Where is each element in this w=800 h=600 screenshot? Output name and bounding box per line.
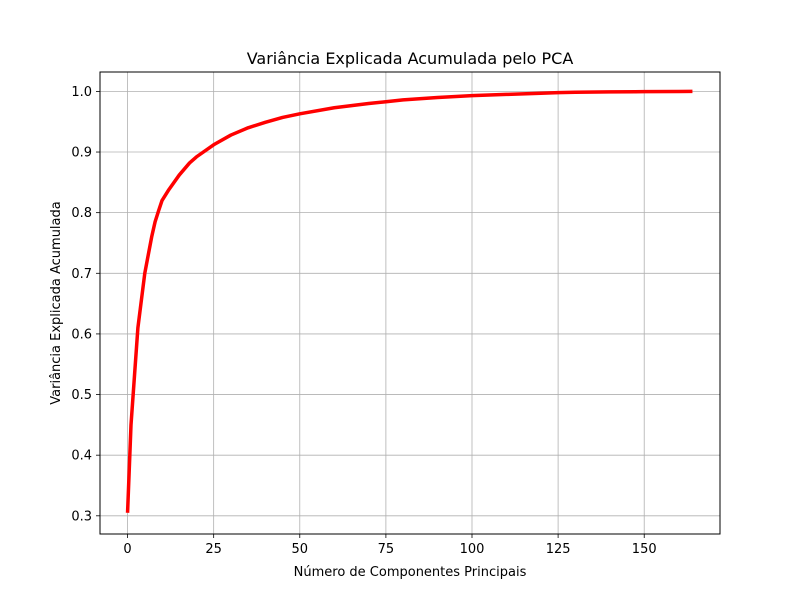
x-tick-label: 150 (632, 542, 657, 557)
grid-lines (100, 72, 720, 534)
y-tick-label: 0.6 (71, 327, 92, 342)
y-axis-label: Variância Explicada Acumulada (49, 201, 64, 404)
y-tick-label: 0.4 (71, 449, 92, 464)
y-tick-label: 0.7 (71, 267, 92, 282)
chart-title: Variância Explicada Acumulada pelo PCA (247, 49, 574, 68)
y-tick-label: 0.3 (71, 509, 92, 524)
plot-frame (99, 71, 721, 535)
y-tick-label: 1.0 (71, 85, 92, 100)
cumulative-variance-line (125, 89, 693, 513)
x-tick-label: 25 (205, 542, 222, 557)
y-tick-label: 0.8 (71, 206, 92, 221)
x-tick-label: 125 (546, 542, 571, 557)
x-tick-label: 100 (460, 542, 485, 557)
x-axis-label: Número de Componentes Principais (294, 565, 527, 580)
y-axis-ticks: 0.3 0.4 0.5 0.6 0.7 0.8 0.9 1.0 (71, 85, 100, 524)
x-axis-ticks: 0 25 50 75 100 125 150 (123, 534, 657, 557)
x-tick-label: 75 (378, 542, 395, 557)
y-tick-label: 0.5 (71, 388, 92, 403)
x-tick-label: 50 (292, 542, 309, 557)
y-tick-label: 0.9 (71, 146, 92, 161)
series-layer (125, 89, 693, 513)
x-tick-label: 0 (123, 542, 131, 557)
